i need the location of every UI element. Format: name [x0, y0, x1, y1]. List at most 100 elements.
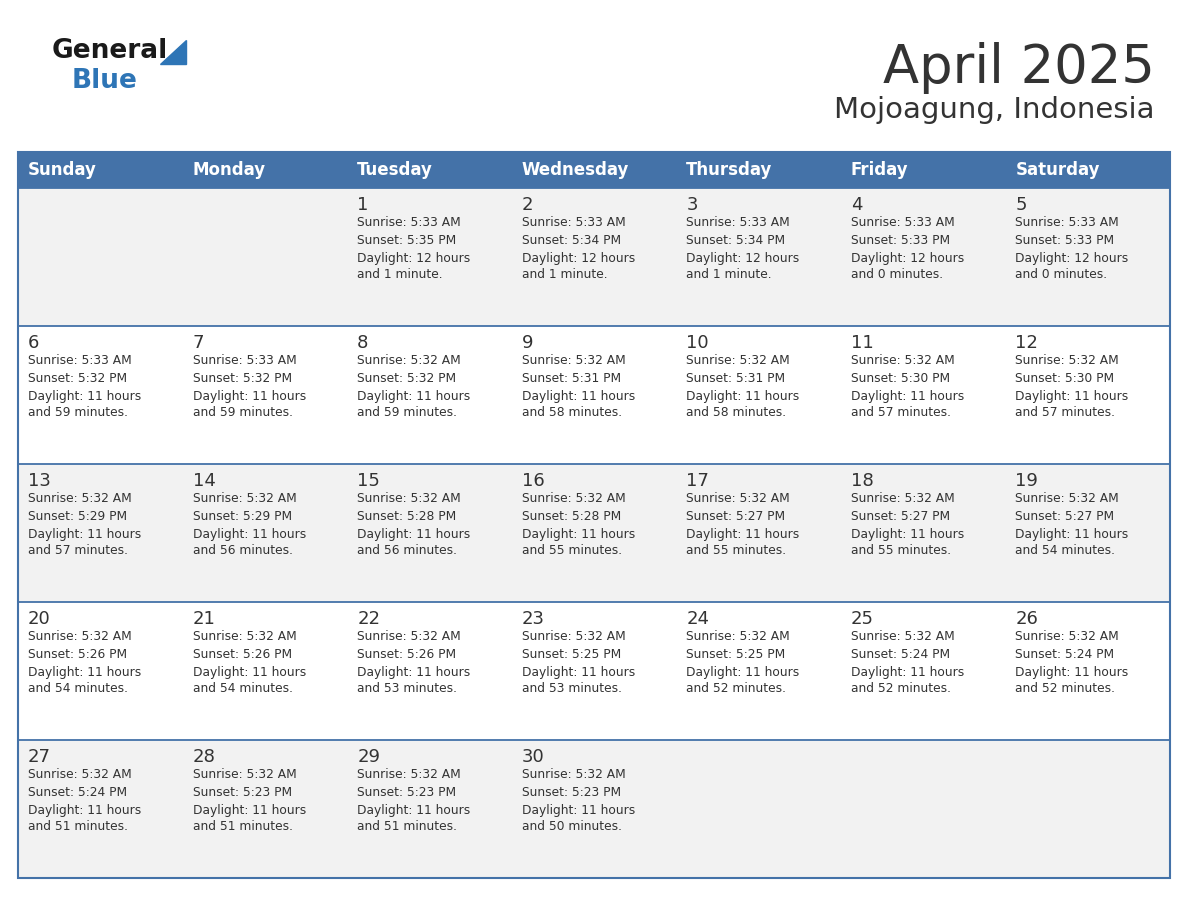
- Text: Daylight: 11 hours: Daylight: 11 hours: [358, 666, 470, 679]
- Text: 3: 3: [687, 196, 697, 214]
- Text: Sunset: 5:32 PM: Sunset: 5:32 PM: [192, 372, 292, 385]
- Text: Sunset: 5:32 PM: Sunset: 5:32 PM: [29, 372, 127, 385]
- Text: 1: 1: [358, 196, 368, 214]
- Text: Daylight: 11 hours: Daylight: 11 hours: [192, 390, 305, 403]
- Text: Daylight: 12 hours: Daylight: 12 hours: [358, 252, 470, 265]
- Text: Sunrise: 5:32 AM: Sunrise: 5:32 AM: [522, 354, 625, 367]
- Text: Sunset: 5:27 PM: Sunset: 5:27 PM: [687, 510, 785, 523]
- Text: Saturday: Saturday: [1016, 161, 1100, 179]
- Text: Friday: Friday: [851, 161, 909, 179]
- Text: 17: 17: [687, 472, 709, 490]
- Text: Sunrise: 5:32 AM: Sunrise: 5:32 AM: [851, 492, 955, 505]
- Text: General: General: [52, 38, 169, 64]
- Text: 20: 20: [29, 610, 51, 628]
- Text: Sunset: 5:26 PM: Sunset: 5:26 PM: [192, 648, 292, 661]
- Text: Daylight: 11 hours: Daylight: 11 hours: [29, 666, 141, 679]
- Text: and 51 minutes.: and 51 minutes.: [358, 820, 457, 833]
- Text: and 55 minutes.: and 55 minutes.: [851, 544, 950, 557]
- Text: 14: 14: [192, 472, 215, 490]
- Text: Sunset: 5:26 PM: Sunset: 5:26 PM: [358, 648, 456, 661]
- Text: Sunset: 5:30 PM: Sunset: 5:30 PM: [851, 372, 950, 385]
- Text: 5: 5: [1016, 196, 1026, 214]
- Text: Sunset: 5:23 PM: Sunset: 5:23 PM: [358, 786, 456, 799]
- Text: Sunset: 5:23 PM: Sunset: 5:23 PM: [192, 786, 292, 799]
- Text: Sunrise: 5:32 AM: Sunrise: 5:32 AM: [192, 492, 296, 505]
- Text: Daylight: 12 hours: Daylight: 12 hours: [522, 252, 634, 265]
- Text: Sunset: 5:27 PM: Sunset: 5:27 PM: [1016, 510, 1114, 523]
- Text: and 59 minutes.: and 59 minutes.: [192, 406, 292, 419]
- Text: Daylight: 11 hours: Daylight: 11 hours: [522, 804, 634, 817]
- Text: Sunrise: 5:33 AM: Sunrise: 5:33 AM: [192, 354, 296, 367]
- Text: Sunset: 5:34 PM: Sunset: 5:34 PM: [687, 234, 785, 247]
- Text: Sunset: 5:34 PM: Sunset: 5:34 PM: [522, 234, 621, 247]
- Text: Sunrise: 5:32 AM: Sunrise: 5:32 AM: [851, 630, 955, 643]
- Text: Daylight: 11 hours: Daylight: 11 hours: [358, 804, 470, 817]
- Text: Daylight: 11 hours: Daylight: 11 hours: [851, 528, 965, 541]
- Text: and 54 minutes.: and 54 minutes.: [192, 682, 292, 695]
- Text: Sunrise: 5:32 AM: Sunrise: 5:32 AM: [687, 630, 790, 643]
- Text: Sunrise: 5:32 AM: Sunrise: 5:32 AM: [29, 768, 132, 781]
- Text: Sunset: 5:31 PM: Sunset: 5:31 PM: [522, 372, 621, 385]
- Text: Mojoagung, Indonesia: Mojoagung, Indonesia: [834, 96, 1155, 124]
- Text: Sunset: 5:28 PM: Sunset: 5:28 PM: [358, 510, 456, 523]
- Text: Blue: Blue: [72, 68, 138, 94]
- Text: Sunrise: 5:32 AM: Sunrise: 5:32 AM: [358, 630, 461, 643]
- Text: Sunrise: 5:32 AM: Sunrise: 5:32 AM: [192, 768, 296, 781]
- Text: Daylight: 11 hours: Daylight: 11 hours: [1016, 528, 1129, 541]
- Bar: [18, 464, 1170, 602]
- Text: and 1 minute.: and 1 minute.: [687, 268, 772, 281]
- Text: 23: 23: [522, 610, 545, 628]
- Text: 18: 18: [851, 472, 873, 490]
- Text: and 58 minutes.: and 58 minutes.: [687, 406, 786, 419]
- Text: 25: 25: [851, 610, 874, 628]
- Text: Sunset: 5:25 PM: Sunset: 5:25 PM: [522, 648, 621, 661]
- Text: Sunset: 5:30 PM: Sunset: 5:30 PM: [1016, 372, 1114, 385]
- Text: Sunrise: 5:32 AM: Sunrise: 5:32 AM: [192, 630, 296, 643]
- Text: Daylight: 11 hours: Daylight: 11 hours: [192, 666, 305, 679]
- Text: and 52 minutes.: and 52 minutes.: [1016, 682, 1116, 695]
- Text: Daylight: 11 hours: Daylight: 11 hours: [522, 528, 634, 541]
- Text: Sunset: 5:26 PM: Sunset: 5:26 PM: [29, 648, 127, 661]
- Text: 2: 2: [522, 196, 533, 214]
- Text: and 57 minutes.: and 57 minutes.: [1016, 406, 1116, 419]
- Text: Sunrise: 5:32 AM: Sunrise: 5:32 AM: [1016, 630, 1119, 643]
- Text: Sunset: 5:27 PM: Sunset: 5:27 PM: [851, 510, 950, 523]
- Text: Sunrise: 5:32 AM: Sunrise: 5:32 AM: [522, 630, 625, 643]
- Text: Daylight: 11 hours: Daylight: 11 hours: [687, 666, 800, 679]
- Text: and 1 minute.: and 1 minute.: [522, 268, 607, 281]
- Text: Sunrise: 5:32 AM: Sunrise: 5:32 AM: [1016, 354, 1119, 367]
- Text: Daylight: 12 hours: Daylight: 12 hours: [851, 252, 965, 265]
- Text: Sunrise: 5:32 AM: Sunrise: 5:32 AM: [358, 354, 461, 367]
- Text: and 51 minutes.: and 51 minutes.: [29, 820, 128, 833]
- Text: and 56 minutes.: and 56 minutes.: [192, 544, 292, 557]
- Text: Sunrise: 5:32 AM: Sunrise: 5:32 AM: [687, 492, 790, 505]
- Text: and 59 minutes.: and 59 minutes.: [29, 406, 128, 419]
- Text: 15: 15: [358, 472, 380, 490]
- Text: Sunrise: 5:32 AM: Sunrise: 5:32 AM: [1016, 492, 1119, 505]
- Text: Daylight: 11 hours: Daylight: 11 hours: [687, 390, 800, 403]
- Text: 11: 11: [851, 334, 873, 352]
- Text: Daylight: 11 hours: Daylight: 11 hours: [1016, 666, 1129, 679]
- Text: 27: 27: [29, 748, 51, 766]
- Text: Sunset: 5:29 PM: Sunset: 5:29 PM: [192, 510, 292, 523]
- Text: Sunset: 5:32 PM: Sunset: 5:32 PM: [358, 372, 456, 385]
- Text: Sunrise: 5:33 AM: Sunrise: 5:33 AM: [358, 216, 461, 229]
- Text: Sunrise: 5:33 AM: Sunrise: 5:33 AM: [1016, 216, 1119, 229]
- Bar: [18, 152, 1170, 188]
- Text: and 52 minutes.: and 52 minutes.: [687, 682, 786, 695]
- Text: Sunset: 5:23 PM: Sunset: 5:23 PM: [522, 786, 621, 799]
- Text: Sunrise: 5:33 AM: Sunrise: 5:33 AM: [29, 354, 132, 367]
- Text: 8: 8: [358, 334, 368, 352]
- Text: Daylight: 11 hours: Daylight: 11 hours: [522, 390, 634, 403]
- Text: 13: 13: [29, 472, 51, 490]
- Text: 12: 12: [1016, 334, 1038, 352]
- Text: Daylight: 12 hours: Daylight: 12 hours: [1016, 252, 1129, 265]
- Text: 28: 28: [192, 748, 215, 766]
- Text: and 50 minutes.: and 50 minutes.: [522, 820, 621, 833]
- Text: Sunset: 5:24 PM: Sunset: 5:24 PM: [29, 786, 127, 799]
- Text: Daylight: 11 hours: Daylight: 11 hours: [358, 390, 470, 403]
- Bar: [18, 602, 1170, 740]
- Text: and 56 minutes.: and 56 minutes.: [358, 544, 457, 557]
- Text: and 52 minutes.: and 52 minutes.: [851, 682, 950, 695]
- Text: and 1 minute.: and 1 minute.: [358, 268, 443, 281]
